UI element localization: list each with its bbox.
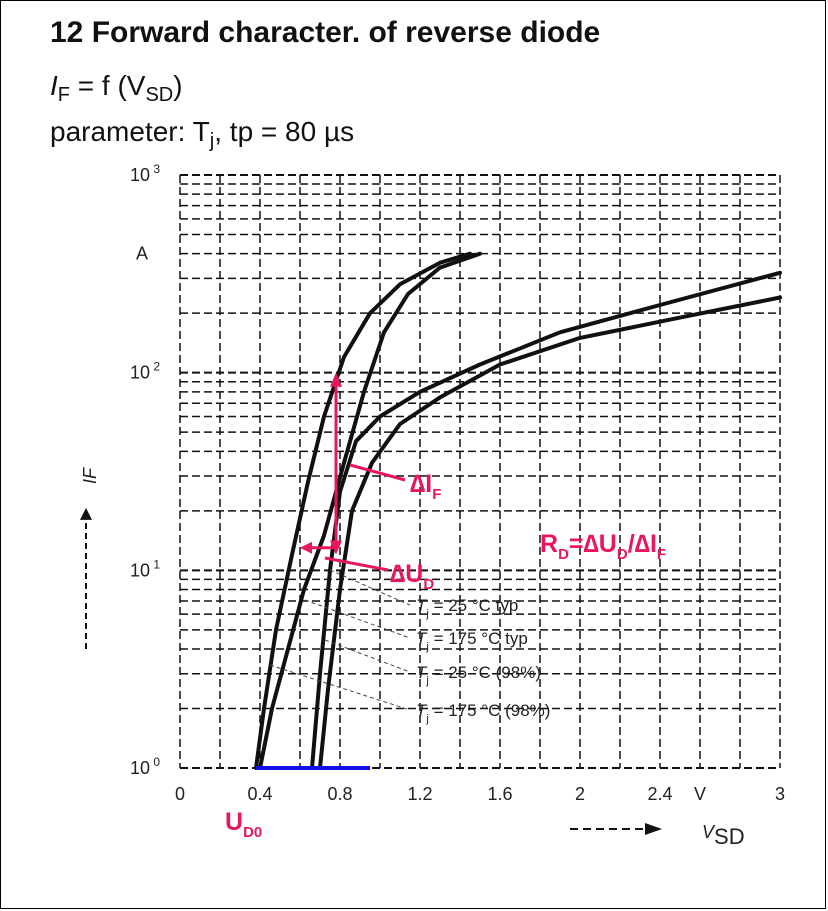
chart-title: 12 Forward character. of reverse diode xyxy=(50,16,601,49)
x-axis-arrowhead xyxy=(645,823,662,835)
y-axis-label: IF xyxy=(80,467,100,484)
x-tick-label: V xyxy=(694,784,706,804)
y-axis-arrowhead xyxy=(80,507,92,520)
delta-ud-arrowhead xyxy=(300,541,312,554)
legend-leader xyxy=(269,664,411,711)
chart-subtitle: IF = f (VSD) xyxy=(50,70,183,106)
delta-ud-label: ∆UD xyxy=(390,560,434,593)
y-tick-label: 10 0 xyxy=(130,755,160,778)
series-line-1 xyxy=(258,251,482,770)
legend-leader xyxy=(324,639,411,673)
y-tick-label: 10 2 xyxy=(130,360,160,383)
x-tick-label: 1.2 xyxy=(407,784,432,804)
x-tick-label: 1.6 xyxy=(487,784,512,804)
delta-ud-leader xyxy=(324,556,389,572)
legend-leader xyxy=(329,569,411,606)
y-tick-label: 10 3 xyxy=(130,162,160,185)
delta-if-label: ∆IF xyxy=(410,470,441,503)
legend-entry: Tj = 25 °C typ xyxy=(416,596,518,620)
tick-labels: 0 0.4 0.8 1.2 1.6 2 2.4 V 3 10 0 10 1 10 2 10 3 A IF VS… xyxy=(80,162,785,849)
delta-if-leader xyxy=(349,463,406,482)
legend-entry: Tj = 25 °C (98%) xyxy=(416,663,541,687)
legend: Tj = 25 °C typ Tj = 175 °C typ Tj = 25 °C … xyxy=(269,569,550,725)
delta-if-arrowhead-top xyxy=(330,372,342,387)
x-tick-label: 2.4 xyxy=(647,784,672,804)
x-axis-label: VSD xyxy=(702,822,745,849)
annotations: ∆IF ∆UD UD0 RD=∆UD/∆IF xyxy=(225,372,666,841)
series-line-0 xyxy=(254,251,472,770)
y-tick-label: 10 1 xyxy=(130,557,160,580)
ud0-label: UD0 xyxy=(225,808,262,841)
x-tick-label: 0.8 xyxy=(327,784,352,804)
series-line-3 xyxy=(318,295,782,770)
legend-entry: Tj = 175 °C typ xyxy=(416,629,528,653)
series-curves xyxy=(254,251,782,770)
x-tick-label: 2 xyxy=(575,784,585,804)
rd-formula: RD=∆UD/∆IF xyxy=(540,530,666,563)
x-tick-label: 0.4 xyxy=(247,784,272,804)
x-tick-label: 0 xyxy=(175,784,185,804)
legend-entry: Tj = 175 °C (98%) xyxy=(416,701,550,725)
x-tick-label: 3 xyxy=(775,784,785,804)
legend-leader xyxy=(304,599,411,639)
series-line-2 xyxy=(310,270,782,770)
y-unit-label: A xyxy=(136,244,148,264)
chart-parameter: parameter: Tj, tp = 80 µs xyxy=(50,116,355,152)
